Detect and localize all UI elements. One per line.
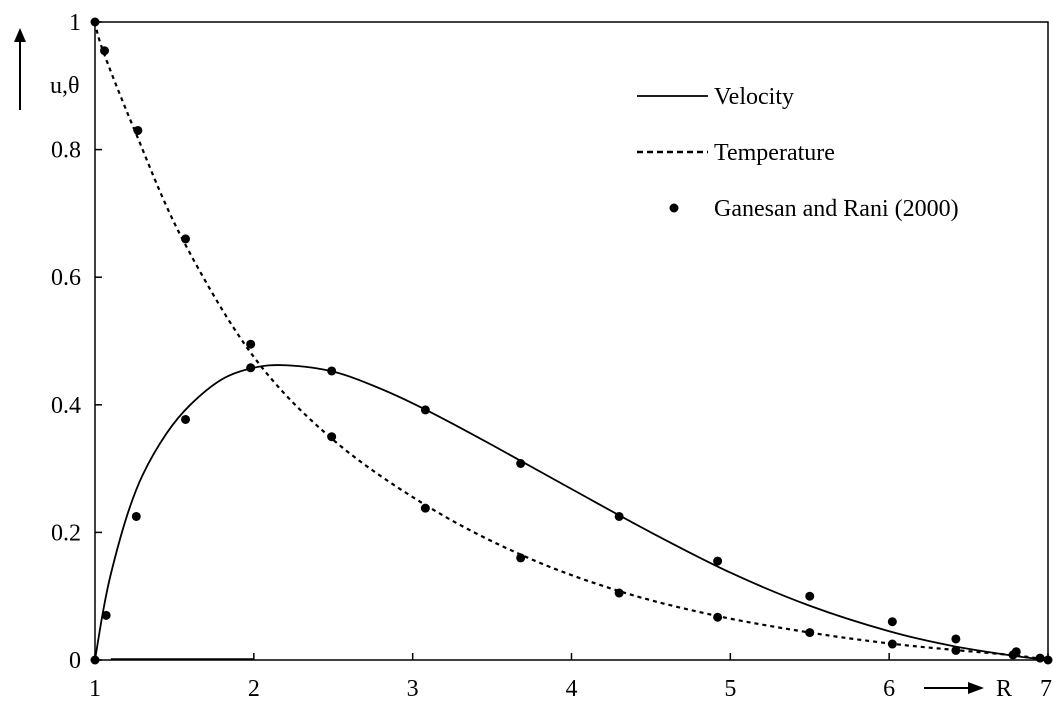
reference-data-point bbox=[1043, 655, 1053, 665]
x-tick-label: 2 bbox=[248, 676, 260, 702]
reference-data-point bbox=[713, 556, 723, 566]
x-tick-label: 1 bbox=[89, 676, 101, 702]
reference-data-point bbox=[1035, 653, 1045, 663]
x-axis-arrow-head bbox=[968, 682, 984, 694]
reference-data-point bbox=[181, 414, 191, 424]
series-layer bbox=[93, 21, 1049, 662]
legend-temperature-label: Temperature bbox=[714, 140, 835, 166]
y-axis-label: u,θ bbox=[50, 73, 80, 99]
reference-data-point bbox=[246, 339, 256, 349]
marker-layer bbox=[90, 17, 1053, 665]
y-tick-label: 0.8 bbox=[51, 138, 81, 164]
reference-data-point bbox=[90, 17, 100, 27]
velocity-line bbox=[94, 364, 1049, 661]
y-tick-label: 1 bbox=[69, 10, 81, 36]
y-tick-labels: 0 0.2 0.4 0.6 0.8 1 bbox=[51, 10, 102, 674]
x-axis-label: R bbox=[996, 676, 1012, 702]
reference-data-point bbox=[516, 553, 526, 563]
reference-data-point bbox=[805, 628, 815, 638]
reference-data-point bbox=[805, 591, 815, 601]
y-tick-label: 0 bbox=[69, 648, 81, 674]
y-axis-arrow-head bbox=[14, 28, 26, 42]
x-tick-label: 7 bbox=[1040, 676, 1052, 702]
plot-frame bbox=[94, 21, 1049, 661]
reference-data-point bbox=[131, 511, 141, 521]
x-tick-label: 6 bbox=[883, 676, 895, 702]
reference-data-point bbox=[887, 639, 897, 649]
reference-data-point bbox=[327, 432, 337, 442]
legend-velocity-label: Velocity bbox=[714, 84, 794, 110]
y-tick-label: 0.4 bbox=[51, 393, 81, 419]
reference-data-point bbox=[181, 234, 191, 244]
reference-data-point bbox=[90, 655, 100, 665]
reference-data-point bbox=[100, 46, 110, 56]
y-tick-label: 0.2 bbox=[51, 520, 81, 546]
reference-data-point bbox=[516, 458, 526, 468]
x-tick-label: 3 bbox=[407, 676, 419, 702]
reference-data-point bbox=[614, 511, 624, 521]
reference-data-point bbox=[1011, 647, 1021, 657]
reference-data-point bbox=[246, 363, 256, 373]
reference-data-point bbox=[713, 612, 723, 622]
temperature-line bbox=[93, 21, 1049, 662]
legend-marker-swatch bbox=[669, 203, 679, 213]
x-tick-label: 5 bbox=[724, 676, 736, 702]
reference-data-point bbox=[327, 366, 337, 376]
x-tick-label: 4 bbox=[566, 676, 578, 702]
reference-data-point bbox=[614, 588, 624, 598]
reference-data-point bbox=[101, 610, 111, 620]
reference-data-point bbox=[420, 405, 430, 415]
reference-data-point bbox=[951, 645, 961, 655]
reference-data-point bbox=[887, 617, 897, 627]
legend-marker-label: Ganesan and Rani (2000) bbox=[714, 196, 959, 222]
reference-data-point bbox=[133, 125, 143, 135]
reference-data-point bbox=[951, 634, 961, 644]
reference-data-point bbox=[420, 503, 430, 513]
y-tick-label: 0.6 bbox=[51, 265, 81, 291]
legend: Velocity Temperature Ganesan and Rani (2… bbox=[637, 84, 959, 222]
